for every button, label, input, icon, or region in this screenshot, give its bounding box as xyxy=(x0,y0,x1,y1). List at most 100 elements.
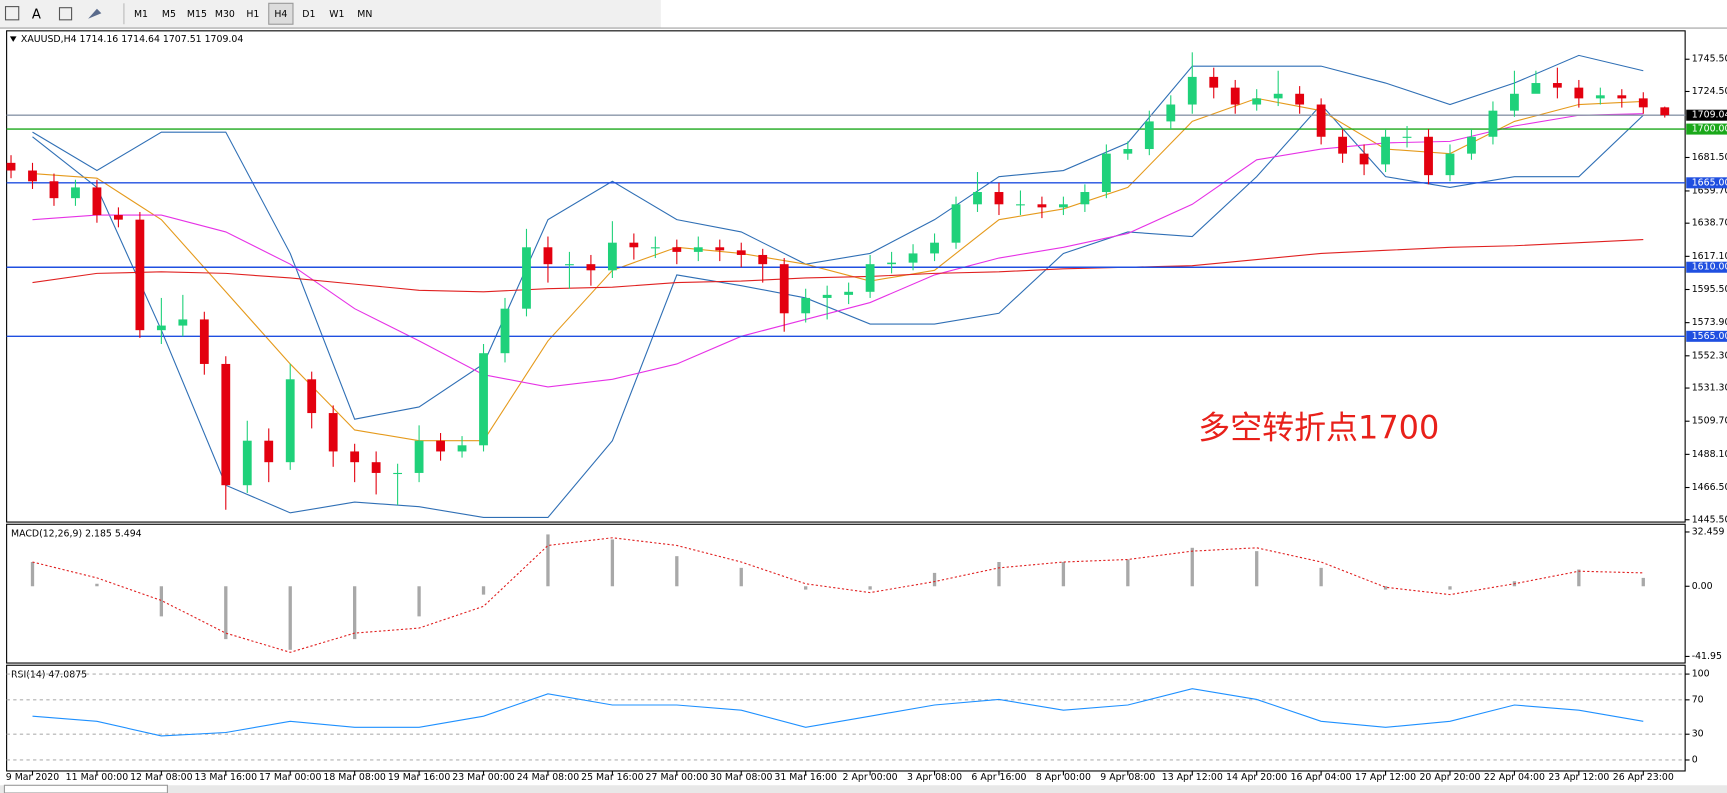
x-tick-label: 8 Apr 00:00 xyxy=(1036,772,1091,783)
candle-body xyxy=(586,264,596,271)
shapes-tool[interactable] xyxy=(88,8,102,19)
candle-body xyxy=(393,472,403,475)
y-tick-label: 1509.70 xyxy=(1692,416,1727,427)
x-tick-label: 30 Mar 08:00 xyxy=(710,772,773,783)
timeframe-button[interactable]: M15 xyxy=(187,9,207,20)
timeframe-button[interactable]: MN xyxy=(357,9,372,20)
crosshair-tool[interactable] xyxy=(4,6,20,21)
candle-body xyxy=(1037,204,1047,208)
level-label: 1610.00 xyxy=(1692,262,1727,273)
candle-body xyxy=(629,242,639,248)
level-tag xyxy=(1686,109,1727,121)
x-tick-label: 17 Apr 12:00 xyxy=(1355,772,1416,783)
level-tag xyxy=(1686,177,1727,189)
candle-body xyxy=(156,325,166,331)
macd-bar xyxy=(997,562,1001,587)
symbol-menu[interactable] xyxy=(9,36,17,42)
y-tick-label: 1445.50 xyxy=(1692,514,1727,525)
level-label: 1665.00 xyxy=(1692,177,1727,188)
macd-bar xyxy=(932,572,937,587)
y-tick-label: 1573.90 xyxy=(1692,317,1727,328)
y-tick-label: 1659.70 xyxy=(1692,185,1727,196)
overlay-line xyxy=(32,239,1644,293)
candle-body xyxy=(500,308,510,354)
timeframe-button[interactable]: M30 xyxy=(215,9,235,20)
candle-body xyxy=(1402,136,1412,138)
level-tag xyxy=(1686,330,1727,342)
candle-body xyxy=(350,451,360,463)
candle-body xyxy=(994,192,1004,205)
timeframe-button[interactable]: M1 xyxy=(134,9,148,20)
label-tool[interactable] xyxy=(58,7,73,21)
x-tick-label: 12 Mar 08:00 xyxy=(130,772,193,783)
candle-body xyxy=(6,162,16,171)
x-tick-label: 3 Apr 08:00 xyxy=(907,772,962,783)
candle-body xyxy=(951,204,961,243)
macd-bar xyxy=(1319,567,1323,587)
candle-body xyxy=(801,297,811,314)
y-tick-label: 1681.50 xyxy=(1692,152,1727,163)
candle-body xyxy=(1488,110,1498,137)
candle-body xyxy=(1166,104,1176,122)
macd-bar xyxy=(546,534,550,587)
candle-body xyxy=(693,247,703,252)
main-panel xyxy=(6,30,1686,523)
macd-bar xyxy=(868,586,872,590)
candle-body xyxy=(736,250,746,255)
candle-body xyxy=(49,181,59,199)
candle-body xyxy=(285,379,295,463)
candle-body xyxy=(414,440,424,473)
candle-body xyxy=(607,242,617,271)
timeframe-button[interactable]: H1 xyxy=(246,9,259,20)
y-tick-label: 1745.50 xyxy=(1692,54,1727,65)
x-tick-label: 20 Apr 20:00 xyxy=(1419,772,1480,783)
candle-body xyxy=(865,264,875,292)
candle-body xyxy=(1273,93,1283,99)
y-tick-label: 1466.50 xyxy=(1692,482,1727,493)
timeframe-button[interactable]: D1 xyxy=(302,9,315,20)
x-tick-label: 9 Mar 2020 xyxy=(6,772,59,783)
macd-bar xyxy=(1448,586,1452,590)
macd-title: MACD(12,26,9) 2.185 5.494 xyxy=(11,529,142,540)
candle-body xyxy=(1101,153,1111,193)
y-tick-label: 1595.50 xyxy=(1692,284,1727,295)
candle-body xyxy=(264,440,274,463)
candle-body xyxy=(1295,93,1305,105)
timeframe-button[interactable]: M5 xyxy=(162,9,176,20)
x-tick-label: 22 Apr 04:00 xyxy=(1484,772,1545,783)
candle-body xyxy=(307,379,317,414)
x-tick-label: 6 Apr 16:00 xyxy=(971,772,1026,783)
candle-body xyxy=(1552,83,1562,88)
y-tick-label: 0.00 xyxy=(1692,581,1713,592)
candle-body xyxy=(1617,95,1627,99)
x-tick-label: 24 Mar 08:00 xyxy=(517,772,580,783)
x-tick-label: 14 Apr 20:00 xyxy=(1226,772,1287,783)
y-tick-label: 70 xyxy=(1692,694,1704,705)
candle-body xyxy=(199,319,209,364)
candle-body xyxy=(1230,87,1240,105)
y-tick-label: 1638.70 xyxy=(1692,218,1727,229)
candle-body xyxy=(1574,87,1584,99)
candle-body xyxy=(1467,136,1476,154)
candle-body xyxy=(242,440,252,486)
candle-body xyxy=(178,319,188,326)
timeframe-button[interactable]: H4 xyxy=(274,9,287,20)
y-tick-label: 0 xyxy=(1692,754,1698,765)
macd-bar xyxy=(1255,551,1259,587)
x-tick-label: 23 Mar 00:00 xyxy=(452,772,515,783)
x-tick-label: 25 Mar 16:00 xyxy=(581,772,644,783)
candle-body xyxy=(1123,149,1133,154)
candle-body xyxy=(1638,98,1648,108)
x-tick-label: 13 Apr 12:00 xyxy=(1162,772,1223,783)
x-tick-label: 9 Apr 08:00 xyxy=(1100,772,1155,783)
candle-body xyxy=(1209,76,1219,88)
text-tool[interactable]: A xyxy=(32,7,41,22)
timeframe-button[interactable]: W1 xyxy=(329,9,344,20)
chart-tab[interactable] xyxy=(3,784,168,793)
macd-bar xyxy=(675,556,679,587)
macd-bar xyxy=(224,586,228,640)
macd-bar xyxy=(1190,547,1194,587)
macd-bar xyxy=(353,586,357,640)
x-tick-label: 13 Mar 16:00 xyxy=(195,772,258,783)
candle-body xyxy=(973,192,982,205)
